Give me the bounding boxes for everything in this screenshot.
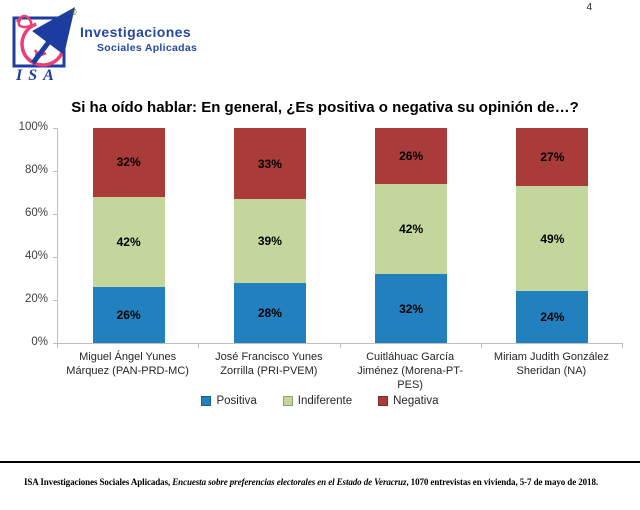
legend-swatch-positiva — [201, 396, 212, 406]
y-tick-mark — [53, 128, 57, 129]
bar-value-label: 27% — [540, 150, 565, 165]
y-tick-label: 20% — [24, 293, 48, 305]
bar-segment-negativa: 32% — [92, 128, 165, 197]
footer-text: ISA Investigaciones Sociales Aplicadas, … — [24, 477, 624, 487]
x-axis-labels: Miguel Ángel Yunes Márquez (PAN-PRD-MC) J… — [57, 351, 622, 392]
footer-survey-name: Encuesta sobre preferencias electorales … — [172, 477, 407, 487]
footer-rule — [0, 461, 640, 463]
registered-mark-icon: ® — [70, 7, 77, 17]
y-tick-label: 0% — [31, 336, 48, 348]
legend-item: Indiferente — [282, 395, 353, 407]
bar-group: 24% 49% 27% — [516, 128, 589, 343]
bar-segment-indiferente: 42% — [92, 196, 165, 288]
bar-segment-positiva: 24% — [516, 291, 589, 343]
bar-value-label: 32% — [116, 155, 141, 170]
bar-segment-negativa: 33% — [233, 128, 306, 199]
bars-container: 26% 42% 32% 28% 39% 33% 32% 42% 26% 24% 49% 27% — [58, 128, 623, 343]
legend-item: Positiva — [201, 395, 257, 407]
bar-value-label: 32% — [399, 301, 424, 316]
bar-segment-positiva: 28% — [233, 282, 306, 343]
bar-value-label: 26% — [399, 148, 424, 163]
bar-segment-negativa: 26% — [375, 128, 448, 184]
x-axis-label: Miriam Judith González Sheridan (NA) — [493, 351, 609, 377]
bar-value-label: 28% — [257, 305, 282, 320]
logo-text-line1: Investigaciones — [80, 24, 192, 40]
logo-arrow — [31, 7, 75, 65]
x-axis-label: Miguel Ángel Yunes Márquez (PAN-PRD-MC) — [66, 351, 189, 377]
y-tick-mark — [53, 300, 57, 301]
legend-label: Indiferente — [297, 395, 353, 407]
bar-value-label: 42% — [116, 234, 141, 249]
bar-value-label: 24% — [540, 310, 565, 325]
bar-value-label: 42% — [399, 222, 424, 237]
x-tick-mark — [622, 344, 623, 348]
y-tick-label: 100% — [18, 121, 48, 133]
x-tick-mark — [198, 344, 200, 348]
bar-segment-negativa: 27% — [516, 128, 589, 187]
x-tick-mark — [480, 344, 482, 348]
bar-segment-indiferente: 39% — [233, 198, 306, 283]
x-axis-label: José Francisco Yunes Zorrilla (PRI-PVEM) — [215, 351, 323, 377]
x-axis-label: Cuitláhuac García Jiménez (Morena-PT-PES… — [357, 351, 463, 391]
bar-value-label: 39% — [257, 233, 282, 248]
footer-suffix: , 1070 entrevistas en vivienda, 5-7 de m… — [406, 477, 599, 487]
bar-segment-positiva: 32% — [375, 274, 448, 343]
y-tick-mark — [53, 214, 57, 215]
legend-label: Positiva — [216, 395, 257, 407]
x-tick-mark — [339, 344, 341, 348]
legend-item: Negativa — [378, 395, 439, 407]
bar-group: 32% 42% 26% — [375, 128, 448, 343]
logo-acronym: ISA — [15, 67, 60, 84]
footer-prefix: ISA Investigaciones Sociales Aplicadas, — [24, 477, 173, 487]
bar-value-label: 49% — [540, 231, 565, 246]
logo-pink-flourish — [15, 14, 33, 29]
bar-segment-indiferente: 49% — [516, 186, 589, 292]
logo: ISA ® Investigaciones Sociales Aplicadas — [8, 2, 268, 84]
isa-logo-mark: ISA ® — [12, 7, 77, 84]
page-number: 4 — [586, 2, 592, 13]
y-tick-mark — [53, 257, 57, 258]
bar-segment-indiferente: 42% — [375, 183, 448, 275]
bar-segment-positiva: 26% — [92, 287, 165, 343]
x-tick-mark — [57, 344, 58, 348]
bar-value-label: 26% — [116, 308, 141, 323]
bar-group: 26% 42% 32% — [92, 128, 165, 343]
y-tick-label: 60% — [24, 207, 48, 219]
plot-area: 26% 42% 32% 28% 39% 33% 32% 42% 26% 24% 49% 27% — [57, 128, 623, 344]
legend-swatch-indiferente — [282, 396, 293, 406]
y-tick-label: 40% — [24, 250, 48, 262]
y-tick-mark — [53, 171, 57, 172]
y-tick-mark — [53, 343, 57, 344]
y-tick-label: 80% — [24, 164, 48, 176]
bar-value-label: 33% — [257, 156, 282, 171]
legend-label: Negativa — [393, 395, 439, 407]
legend: Positiva Indiferente Negativa — [0, 395, 640, 407]
legend-swatch-negativa — [378, 396, 389, 406]
chart-title: Si ha oído hablar: En general, ¿Es posit… — [71, 99, 579, 116]
bar-group: 28% 39% 33% — [233, 128, 306, 343]
logo-text-line2: Sociales Aplicadas — [97, 42, 198, 54]
